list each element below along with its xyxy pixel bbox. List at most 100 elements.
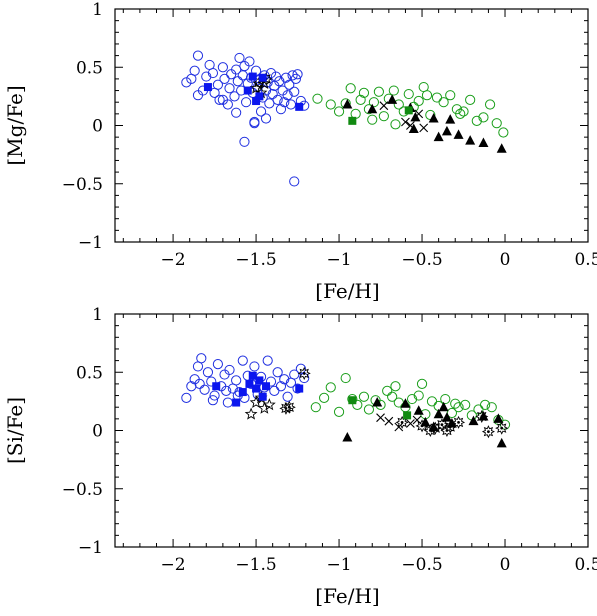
open-circle-point [224,364,235,376]
y-axis-title: [Mg/Fe] [3,85,27,165]
open-circle-point [219,73,230,85]
open-circle-point [249,118,260,129]
open-circle-point [207,67,219,79]
open-circle-point [352,399,363,410]
open-circle-point [378,111,389,122]
open-circle-point [282,391,293,402]
x-tick-label: −1 [327,555,352,575]
open-circle-point [265,376,277,387]
filled-square-point [348,116,357,125]
y-tick-label: 1 [92,305,103,325]
open-circle-point [498,127,509,138]
open-circle-point [274,76,285,87]
open-circle-point [438,97,449,108]
cross-point [406,419,415,428]
open-circle-point [480,399,491,410]
open-circle-point [202,367,214,378]
open-circle-point [455,108,466,119]
open-circle-point [275,381,287,392]
open-circle-point [416,378,428,389]
open-circle-point [440,393,451,405]
open-circle-point [426,396,438,407]
filled-square-point [258,392,267,401]
filled-triangle-point [413,405,424,415]
open-circle-point [450,398,461,409]
filled-square-point [255,376,264,385]
open-circle-point [262,355,273,366]
filled-triangle-point [410,111,421,122]
filled-triangle-point [445,114,456,124]
filled-square-point [262,382,271,391]
open-circle-point [221,385,232,396]
filled-triangle-point [420,416,431,427]
open-circle-point [272,94,283,105]
filled-square-point [238,388,247,397]
open-circle-point [267,88,278,100]
open-circle-point [229,91,240,102]
cross-point [419,123,429,133]
dot-star-point [452,415,466,429]
open-circle-point [491,118,502,129]
filled-square-point [212,382,221,391]
cross-point [394,422,404,432]
dot-star-point [297,366,311,380]
y-tick-label: 0.5 [76,363,103,383]
open-circle-point [181,392,192,403]
open-circle-point [232,76,243,87]
x-tick-label: −2 [161,555,186,575]
y-tick-label: −1 [78,538,103,558]
x-tick-label: 0.5 [574,250,597,270]
open-circle-point [460,399,471,410]
y-tick-label: −0.5 [62,480,103,500]
open-circle-point [224,83,235,94]
open-circle-point [231,107,242,118]
open-circle-point [486,402,497,413]
open-circle-point [289,369,300,380]
filled-square-point [295,384,304,393]
open-circle-point [319,392,330,403]
open-circle-point [280,72,292,83]
open-circle-point [196,353,207,364]
x-tick-label: 0 [500,555,511,575]
mg-fe-plot-frame [114,8,589,243]
open-circle-point [239,136,250,147]
y-tick-label: 1 [92,0,103,20]
open-circle-point [207,395,219,406]
y-tick-label: 0.5 [76,58,103,78]
filled-triangle-point [342,99,353,109]
open-circle-point [465,94,476,105]
filled-triangle-point [496,143,507,153]
open-circle-point [421,90,433,101]
x-axis-title: [Fe/H] [315,584,379,608]
dot-star-point [481,425,495,439]
open-circle-point [217,62,228,73]
filled-triangle-point [438,401,449,412]
open-circle-point [345,83,356,94]
open-circle-point [471,115,482,126]
filled-triangle-point [387,94,398,104]
open-circle-point [231,375,242,386]
open-circle-point [260,85,272,96]
open-circle-point [406,393,418,405]
open-circle-point [237,70,248,81]
filled-square-point [258,73,267,82]
filled-square-point [248,371,257,380]
open-circle-point [333,106,345,117]
open-circle-point [390,381,401,392]
open-star-point [262,398,276,411]
filled-square-point [252,97,261,106]
open-circle-point [212,79,223,90]
open-circle-point [265,67,277,79]
open-circle-point [295,363,306,374]
filled-triangle-point [428,421,439,432]
open-circle-point [382,385,393,396]
filled-square-point [404,106,413,115]
filled-triangle-point [446,418,457,428]
dot-star-point [495,421,509,435]
filled-square-point [403,411,412,420]
filled-triangle-point [441,412,452,422]
filled-square-point [348,396,357,405]
y-tick-label: −1 [78,233,103,253]
open-circle-point [453,402,464,413]
